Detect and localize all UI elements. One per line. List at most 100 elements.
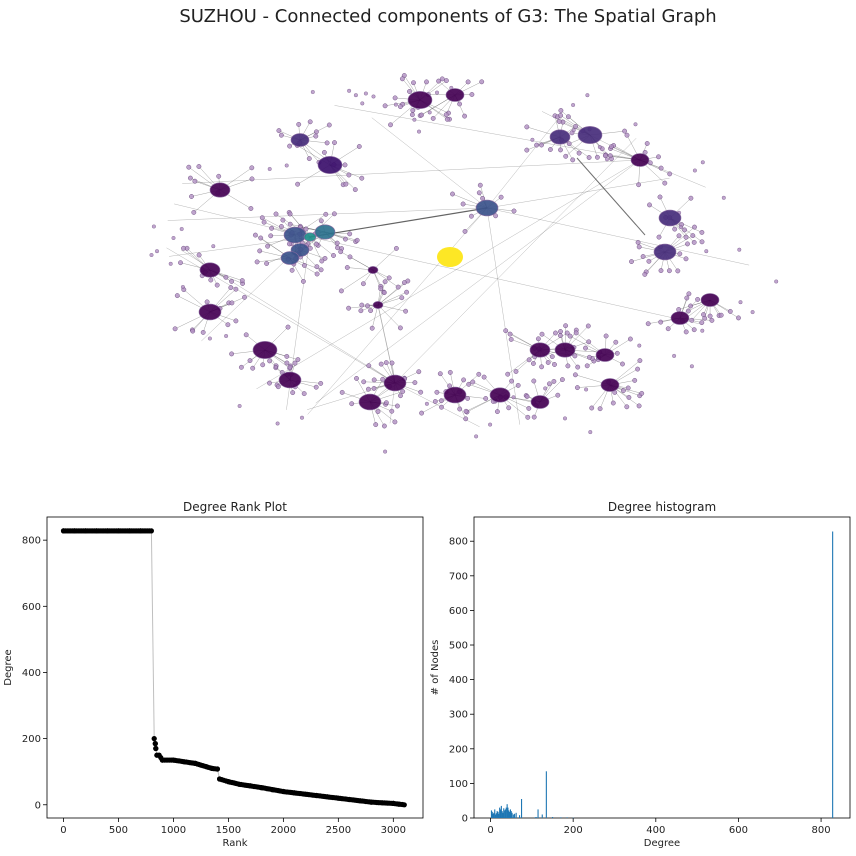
network-node — [171, 236, 176, 240]
network-node — [395, 284, 401, 290]
network-node — [511, 208, 517, 214]
network-node — [571, 103, 576, 107]
network-node — [389, 360, 395, 366]
network-node — [513, 369, 519, 374]
network-node — [404, 289, 409, 295]
network-node — [412, 380, 418, 385]
rank-point — [126, 528, 133, 534]
rank-point — [153, 745, 159, 752]
network-node — [543, 386, 548, 391]
network-node — [462, 228, 468, 234]
network-edge — [256, 159, 641, 390]
network-node — [397, 104, 403, 110]
network-node — [443, 78, 449, 84]
network-node — [392, 419, 398, 425]
network-node — [200, 329, 206, 335]
network-node — [700, 160, 705, 165]
network-node — [534, 142, 539, 148]
network-node — [667, 171, 673, 177]
network-node — [339, 389, 345, 395]
network-node — [381, 423, 387, 429]
network-edge — [309, 207, 488, 238]
network-node — [349, 401, 355, 407]
network-node — [662, 180, 668, 186]
network-node — [622, 128, 627, 134]
network-node — [563, 416, 567, 421]
network-node — [411, 80, 416, 86]
rank-point — [152, 741, 158, 747]
network-node — [576, 150, 582, 156]
rank-point — [93, 528, 100, 534]
hist-bar — [499, 809, 501, 818]
network-node — [287, 364, 293, 370]
network-edge — [576, 157, 646, 236]
network-node — [335, 245, 340, 251]
network-node — [334, 240, 340, 246]
network-node — [457, 406, 463, 412]
rank-point — [82, 528, 89, 534]
network-node — [707, 313, 713, 319]
network-node — [344, 265, 350, 270]
network-edge — [371, 304, 379, 329]
hist-bar — [490, 810, 492, 818]
network-hub — [317, 156, 343, 174]
network-node — [584, 387, 589, 392]
network-node — [273, 211, 279, 217]
network-node — [636, 182, 641, 188]
network-node — [656, 154, 661, 160]
network-node — [586, 155, 592, 160]
network-node — [476, 190, 482, 196]
network-node — [524, 124, 530, 130]
network-node — [438, 398, 444, 404]
network-node — [583, 345, 588, 351]
network-edge — [377, 280, 408, 306]
network-node — [331, 211, 337, 217]
network-node — [318, 218, 324, 224]
network-node — [477, 182, 483, 188]
network-node — [447, 369, 453, 375]
network-node — [178, 260, 183, 266]
network-node — [361, 379, 367, 385]
network-node — [684, 295, 690, 301]
rank-point — [258, 785, 264, 791]
network-node — [463, 408, 469, 414]
hist-bar — [512, 814, 514, 818]
network-node — [588, 430, 593, 435]
network-node — [238, 364, 244, 370]
network-node — [658, 268, 664, 273]
histogram-bars — [490, 531, 834, 819]
rank-point — [225, 779, 231, 785]
network-node — [699, 229, 705, 235]
network-node — [371, 385, 377, 391]
network-node — [575, 385, 580, 390]
network-node — [509, 378, 514, 384]
network-node — [354, 237, 360, 243]
network-node — [368, 308, 373, 313]
network-nodes — [149, 73, 779, 454]
network-node — [647, 202, 652, 208]
network-node — [383, 400, 389, 406]
network-node — [597, 406, 603, 412]
network-node — [224, 334, 229, 338]
network-node — [469, 92, 475, 97]
network-hub — [314, 224, 336, 240]
network-node — [737, 247, 742, 252]
network-node — [192, 178, 198, 184]
network-node — [563, 153, 569, 159]
network-node — [683, 234, 689, 240]
network-node — [347, 231, 353, 237]
network-node — [620, 361, 625, 367]
rank-ytick-label: 400 — [22, 668, 41, 679]
network-node — [233, 286, 239, 292]
network-plot — [149, 73, 779, 454]
network-node — [476, 371, 482, 377]
network-node — [508, 336, 514, 342]
network-node — [310, 90, 315, 94]
network-node — [718, 312, 724, 318]
network-node — [360, 281, 366, 287]
network-node — [524, 147, 530, 153]
hist-bar — [545, 771, 547, 818]
network-node — [399, 295, 405, 301]
histogram-ylabel: # of Nodes — [430, 640, 441, 696]
network-node — [628, 336, 633, 342]
